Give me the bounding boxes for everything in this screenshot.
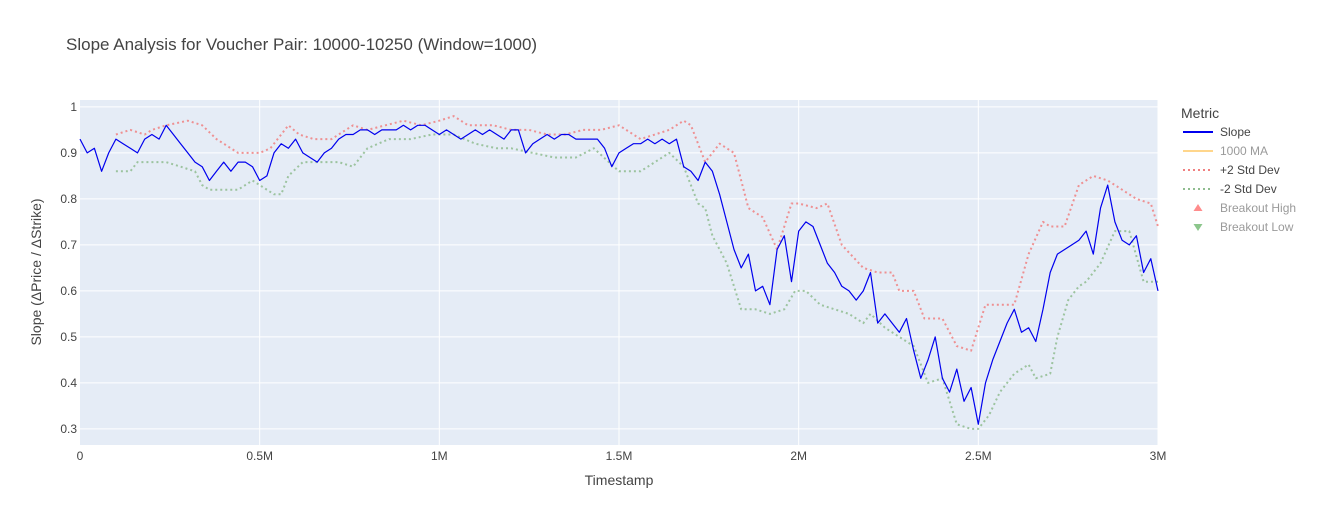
legend-item-slope[interactable]: Slope <box>1183 125 1251 139</box>
legend-label: Breakout High <box>1220 201 1296 215</box>
y-tick-label: 0.8 <box>60 192 77 206</box>
series-layer <box>79 115 1159 430</box>
x-tick-label: 1M <box>431 449 448 463</box>
series--2-std-dev-line <box>115 133 1158 430</box>
y-axis-title: Slope (ΔPrice / ΔStrike) <box>28 198 44 345</box>
legend-item-breakout-high[interactable]: Breakout High <box>1193 201 1297 215</box>
x-tick-label: 2M <box>790 449 807 463</box>
x-axis-title: Timestamp <box>585 472 654 488</box>
y-tick-label: 0.7 <box>60 238 77 252</box>
legend-title: Metric <box>1181 105 1219 121</box>
triangle-up-icon <box>1193 204 1203 211</box>
legend-item--2-std-dev[interactable]: -2 Std Dev <box>1183 182 1277 196</box>
x-tick-label: 0.5M <box>246 449 273 463</box>
legend-item-breakout-low[interactable]: Breakout Low <box>1193 220 1294 234</box>
x-axis-ticks: 0 0.5M 1M 1.5M 2M 2.5M 3M <box>77 449 1167 463</box>
x-tick-label: 1.5M <box>606 449 633 463</box>
y-tick-label: 1 <box>70 100 77 114</box>
y-tick-label: 0.6 <box>60 284 77 298</box>
legend-item-1000-ma[interactable]: 1000 MA <box>1183 144 1268 158</box>
triangle-down-icon <box>1193 224 1203 231</box>
y-tick-label: 0.3 <box>60 422 77 436</box>
x-tick-label: 2.5M <box>965 449 992 463</box>
legend-item--2-std-dev[interactable]: +2 Std Dev <box>1183 163 1280 177</box>
x-tick-label: 3M <box>1150 449 1167 463</box>
y-axis-ticks: 0.3 0.4 0.5 0.6 0.7 0.8 0.9 1 <box>60 100 77 436</box>
legend-label: 1000 MA <box>1220 144 1268 158</box>
y-tick-label: 0.9 <box>60 146 77 160</box>
chart-title: Slope Analysis for Voucher Pair: 10000-1… <box>66 35 537 54</box>
legend-label: Breakout Low <box>1220 220 1294 234</box>
series-slope-line <box>79 124 1159 425</box>
legend-label: -2 Std Dev <box>1220 182 1277 196</box>
y-tick-label: 0.5 <box>60 330 77 344</box>
legend: Metric Slope 1000 MA +2 Std Dev -2 Std Dev B… <box>1181 105 1296 234</box>
x-tick-label: 0 <box>77 449 84 463</box>
legend-label: Slope <box>1220 125 1251 139</box>
y-tick-label: 0.4 <box>60 376 77 390</box>
legend-label: +2 Std Dev <box>1220 163 1280 177</box>
